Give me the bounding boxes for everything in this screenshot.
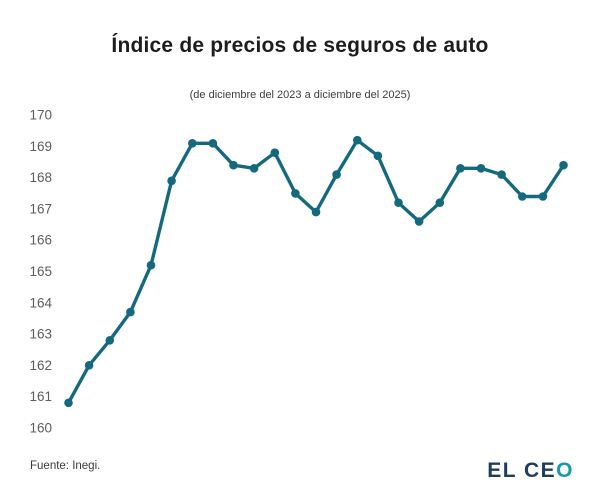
chart-title: Índice de precios de seguros de auto bbox=[111, 34, 489, 57]
data-point-marker bbox=[353, 135, 362, 145]
data-point-marker bbox=[373, 151, 383, 161]
y-axis-tick-label: 168 bbox=[29, 170, 52, 185]
source-note: Fuente: Inegi. bbox=[30, 460, 101, 472]
elceo-logo: EL CEO bbox=[487, 459, 574, 483]
series-line bbox=[66, 138, 566, 405]
y-axis-tick-label: 170 bbox=[29, 108, 52, 123]
y-axis-tick-label: 169 bbox=[29, 139, 52, 154]
y-axis-tick-label: 167 bbox=[29, 201, 52, 216]
data-point-marker bbox=[538, 192, 548, 201]
data-point-marker bbox=[394, 198, 403, 207]
elceo-logo-text-teal: O bbox=[556, 459, 574, 482]
data-point-marker bbox=[208, 139, 218, 148]
data-point-marker bbox=[249, 164, 259, 173]
data-point-marker bbox=[559, 160, 568, 170]
data-point-marker bbox=[497, 170, 506, 179]
chart-subtitle: (de diciembre del 2023 a diciembre del 2… bbox=[189, 89, 411, 101]
data-point-marker bbox=[435, 198, 445, 207]
data-point-marker bbox=[146, 260, 156, 270]
data-point-marker bbox=[414, 217, 424, 226]
data-point-marker bbox=[188, 139, 197, 148]
y-axis-tick-label: 166 bbox=[29, 233, 52, 248]
data-point-marker bbox=[332, 170, 341, 179]
y-axis-tick-label: 165 bbox=[29, 264, 52, 279]
y-axis-tick-label: 163 bbox=[29, 327, 52, 342]
y-axis-tick-label: 161 bbox=[29, 389, 52, 404]
data-point-marker bbox=[105, 336, 115, 345]
data-point-marker bbox=[64, 398, 73, 408]
data-point-marker bbox=[518, 192, 527, 201]
data-point-marker bbox=[291, 189, 300, 198]
data-point-marker bbox=[167, 176, 176, 186]
data-point-marker bbox=[84, 361, 94, 370]
data-point-marker bbox=[126, 307, 135, 317]
y-axis-tick-label: 162 bbox=[29, 358, 52, 373]
data-point-marker bbox=[476, 164, 486, 173]
y-axis-tick-label: 160 bbox=[29, 420, 52, 435]
data-point-marker bbox=[270, 148, 280, 157]
data-point-marker bbox=[311, 207, 321, 217]
data-point-marker bbox=[229, 160, 238, 170]
y-axis-tick-label: 164 bbox=[29, 295, 52, 310]
elceo-logo-text-navy: EL CE bbox=[487, 459, 557, 482]
data-point-marker bbox=[456, 164, 465, 173]
